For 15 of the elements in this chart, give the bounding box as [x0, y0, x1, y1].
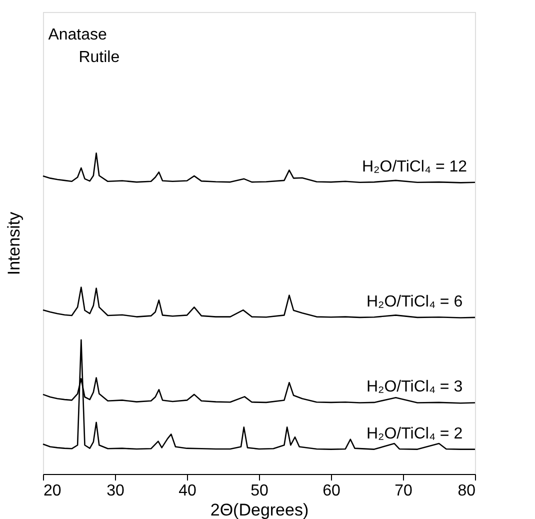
- series-label: H₂O/TiCl₄ = 12: [362, 158, 468, 176]
- text: Anatase: [48, 26, 108, 44]
- x-tick-label: 50: [250, 482, 268, 500]
- y-axis-title: Intensity: [4, 211, 24, 276]
- x-tick-label: 80: [458, 482, 476, 500]
- x-tick-label: 30: [106, 482, 124, 500]
- series-label: H₂O/TiCl₄ = 2: [366, 425, 463, 442]
- x-tick-label: 60: [322, 482, 340, 500]
- x-axis-title: 2Θ(Degrees): [210, 500, 309, 519]
- text: Rutile: [78, 48, 120, 66]
- x-tick-label: 40: [178, 482, 196, 500]
- series-label: H₂O/TiCl₄ = 6: [366, 293, 463, 310]
- x-tick-label: 20: [44, 482, 62, 500]
- x-tick-label: 70: [394, 482, 412, 500]
- series-label: H₂O/TiCl₄ = 3: [366, 378, 463, 396]
